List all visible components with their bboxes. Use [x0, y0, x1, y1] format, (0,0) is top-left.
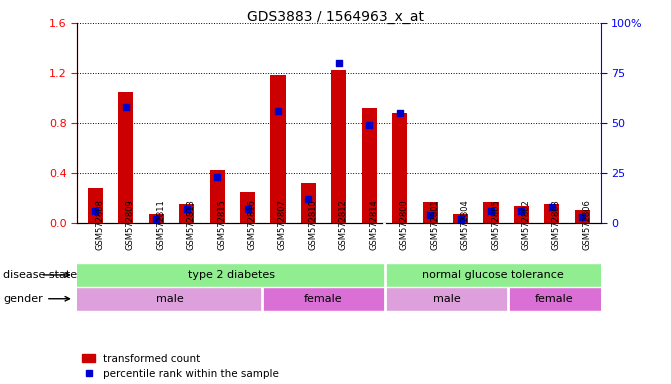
Text: GSM572813: GSM572813 — [187, 199, 196, 250]
Bar — [385, 287, 508, 311]
Point — [181, 206, 192, 212]
Text: GSM572812: GSM572812 — [339, 199, 348, 250]
Text: GSM572815: GSM572815 — [217, 199, 226, 250]
Text: disease state: disease state — [3, 270, 77, 280]
Point — [333, 60, 344, 66]
Text: female: female — [304, 294, 343, 304]
Text: GSM572800: GSM572800 — [400, 199, 409, 250]
Bar — [362, 108, 377, 223]
Text: type 2 diabetes: type 2 diabetes — [188, 270, 274, 280]
Point — [546, 204, 557, 210]
Text: GSM572805: GSM572805 — [491, 199, 500, 250]
Point — [151, 216, 162, 222]
Bar — [392, 113, 407, 223]
Point — [364, 122, 374, 128]
Bar — [179, 204, 195, 223]
Bar — [118, 92, 134, 223]
Point — [212, 174, 223, 180]
Text: GSM572802: GSM572802 — [521, 199, 531, 250]
Point — [455, 216, 466, 222]
Bar — [514, 207, 529, 223]
Bar — [149, 214, 164, 223]
Bar — [88, 188, 103, 223]
Bar — [77, 263, 385, 287]
Text: male: male — [433, 294, 460, 304]
Bar — [240, 192, 255, 223]
Bar — [423, 202, 437, 223]
Bar — [574, 210, 590, 223]
Bar — [508, 287, 601, 311]
Text: GSM572804: GSM572804 — [460, 199, 470, 250]
Text: GSM572806: GSM572806 — [582, 199, 591, 250]
Point — [577, 214, 588, 220]
Text: GSM572808: GSM572808 — [95, 199, 105, 250]
Text: GSM572816: GSM572816 — [248, 199, 256, 250]
Text: normal glucose tolerance: normal glucose tolerance — [422, 270, 564, 280]
Bar — [385, 263, 601, 287]
Text: GDS3883 / 1564963_x_at: GDS3883 / 1564963_x_at — [247, 10, 424, 23]
Bar — [301, 183, 316, 223]
Bar — [209, 170, 225, 223]
Text: female: female — [535, 294, 574, 304]
Point — [486, 208, 497, 214]
Point — [395, 110, 405, 116]
Text: male: male — [156, 294, 183, 304]
Text: GSM572809: GSM572809 — [126, 199, 135, 250]
Point — [272, 108, 283, 114]
Point — [425, 212, 435, 218]
Bar — [453, 214, 468, 223]
Point — [516, 208, 527, 214]
Bar — [331, 71, 346, 223]
Text: GSM572803: GSM572803 — [552, 199, 561, 250]
Text: GSM572807: GSM572807 — [278, 199, 287, 250]
Bar — [262, 287, 385, 311]
Text: GSM572801: GSM572801 — [430, 199, 439, 250]
Bar — [544, 204, 560, 223]
Point — [242, 206, 253, 212]
Bar — [77, 287, 262, 311]
Text: GSM572811: GSM572811 — [156, 199, 165, 250]
Bar — [270, 76, 286, 223]
Text: GSM572810: GSM572810 — [309, 199, 317, 250]
Point — [303, 196, 314, 202]
Legend: transformed count, percentile rank within the sample: transformed count, percentile rank withi… — [83, 354, 279, 379]
Text: GSM572814: GSM572814 — [369, 199, 378, 250]
Point — [90, 208, 101, 214]
Bar — [483, 202, 499, 223]
Point — [121, 104, 132, 110]
Text: gender: gender — [3, 294, 70, 304]
